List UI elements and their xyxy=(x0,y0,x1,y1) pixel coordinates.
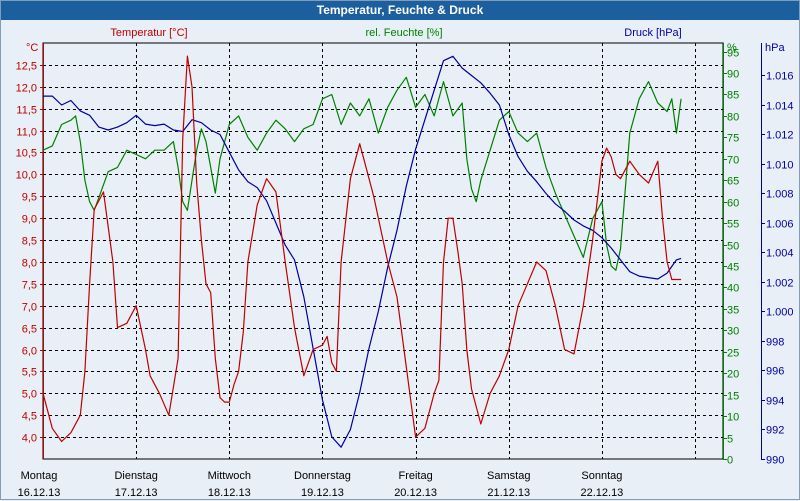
pressure-series-line xyxy=(43,55,682,448)
pressure-unit: hPa xyxy=(765,42,785,54)
pressure-tick-label: 1.016 xyxy=(766,71,794,83)
pressure-tick-label: 1.004 xyxy=(766,248,794,260)
pressure-tick-label: 1.010 xyxy=(766,160,794,172)
pressure-tick-label: 996 xyxy=(766,366,784,378)
humidity-tick-label: 5 xyxy=(727,434,733,446)
x-label-day: Freitag xyxy=(398,470,432,482)
humidity-tick-label: 95 xyxy=(727,48,739,60)
temperature-tick-label: 6,5 xyxy=(22,324,37,336)
temperature-tick-label: 4,5 xyxy=(22,411,37,423)
humidity-tick-label: 20 xyxy=(727,369,739,381)
temperature-tick-label: 11,5 xyxy=(16,105,37,117)
humidity-tick-label: 45 xyxy=(727,262,739,274)
x-label-day: Samstag xyxy=(487,470,530,482)
pressure-tick-label: 1.000 xyxy=(766,307,794,319)
humidity-tick-label: 15 xyxy=(727,391,739,403)
humidity-tick-label: 35 xyxy=(727,305,739,317)
temperature-tick-label: 10,0 xyxy=(16,170,37,182)
temperature-series-line xyxy=(42,55,682,443)
pressure-tick-label: 1.002 xyxy=(766,278,794,290)
x-label-date: 17.12.13 xyxy=(115,487,158,499)
humidity-tick-label: 90 xyxy=(727,69,739,81)
humidity-tick-label: 70 xyxy=(727,155,739,167)
pressure-tick-label: 992 xyxy=(766,425,784,437)
x-label-date: 21.12.13 xyxy=(487,487,530,499)
chart-title: Temperatur, Feuchte & Druck xyxy=(1,1,799,20)
pressure-tick-label: 1.006 xyxy=(766,219,794,231)
humidity-tick-label: 80 xyxy=(727,112,739,124)
humidity-tick-label: 10 xyxy=(727,412,739,424)
humidity-tick-label: 65 xyxy=(727,176,739,188)
humidity-tick-label: 75 xyxy=(727,133,739,145)
temperature-tick-label: 4,0 xyxy=(22,433,37,445)
temperature-tick-label: 9,0 xyxy=(22,214,37,226)
plot-area xyxy=(42,42,724,460)
x-label-date: 20.12.13 xyxy=(394,487,437,499)
temperature-tick-label: 8,5 xyxy=(22,236,37,248)
x-label-day: Sonntag xyxy=(581,470,622,482)
series xyxy=(42,55,682,448)
humidity-tick-label: 0 xyxy=(727,455,733,467)
temperature-tick-label: 5,5 xyxy=(22,367,37,379)
labels: Temperatur [°C] rel. Feuchte [%] Druck [hP… xyxy=(18,27,786,499)
x-label-date: 18.12.13 xyxy=(208,487,251,499)
humidity-tick-label: 40 xyxy=(727,283,739,295)
humidity-tick-label: 85 xyxy=(727,90,739,102)
temperature-axis-label: Temperatur [°C] xyxy=(110,27,187,39)
pressure-tick-label: 1.008 xyxy=(766,189,794,201)
humidity-tick-label: 55 xyxy=(727,219,739,231)
temperature-tick-label: 7,0 xyxy=(22,302,37,314)
x-label-day: Donnerstag xyxy=(294,470,351,482)
temperature-tick-label: 7,5 xyxy=(22,280,37,292)
pressure-tick-label: 1.014 xyxy=(766,101,794,113)
pressure-tick-label: 994 xyxy=(766,396,784,408)
x-label-day: Montag xyxy=(21,470,58,482)
pressure-axis-label: Druck [hPa] xyxy=(624,27,681,39)
humidity-tick-label: 60 xyxy=(727,198,739,210)
x-label-date: 19.12.13 xyxy=(301,487,344,499)
temperature-tick-label: 8,0 xyxy=(22,258,37,270)
humidity-unit: % xyxy=(727,42,737,54)
humidity-tick-label: 25 xyxy=(727,348,739,360)
grid xyxy=(42,42,724,460)
pressure-tick-label: 998 xyxy=(766,337,784,349)
temperature-tick-label: 11,0 xyxy=(16,127,37,139)
temperature-unit: °C xyxy=(26,42,38,54)
x-label-date: 22.12.13 xyxy=(580,487,623,499)
x-label-day: Mittwoch xyxy=(208,470,251,482)
pressure-tick-label: 1.012 xyxy=(766,130,794,142)
humidity-tick-label: 30 xyxy=(727,326,739,338)
axes: 4,0 4,5 5,0 5,5 6,0 6,5 7,0 7,5 8,0 8,5 9,0 9,5 10,0… xyxy=(16,43,794,467)
x-label-day: Dienstag xyxy=(114,470,157,482)
humidity-series-line xyxy=(42,76,682,271)
pressure-tick-label: 990 xyxy=(766,455,784,467)
temperature-tick-label: 5,0 xyxy=(22,389,37,401)
x-label-date: 16.12.13 xyxy=(18,487,61,499)
temperature-tick-label: 6,0 xyxy=(22,346,37,358)
temperature-tick-label: 10,5 xyxy=(16,148,37,160)
temperature-tick-label: 12,5 xyxy=(16,61,37,73)
temperature-tick-label: 9,5 xyxy=(22,192,37,204)
humidity-axis-label: rel. Feuchte [%] xyxy=(365,27,442,39)
humidity-tick-label: 50 xyxy=(727,241,739,253)
temperature-tick-label: 12,0 xyxy=(16,83,37,95)
